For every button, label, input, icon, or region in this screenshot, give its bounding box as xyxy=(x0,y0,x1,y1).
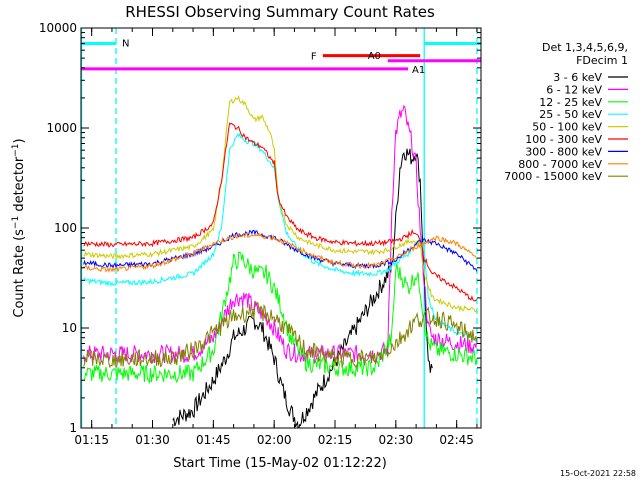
y-tick-label: 100 xyxy=(54,221,77,235)
y-axis-label: Count Rate (s−1 detector−1) xyxy=(11,138,27,317)
generation-timestamp: 15-Oct-2021 22:58 xyxy=(560,469,636,478)
legend-entry-label: 7000 - 15000 keV xyxy=(504,170,602,183)
series-line xyxy=(83,229,478,272)
series-line xyxy=(83,232,478,273)
y-axis-label-part3: ) xyxy=(12,138,27,143)
y-tick-label: 10000 xyxy=(39,21,77,35)
y-axis-label-part2: detector xyxy=(12,156,27,216)
series-line xyxy=(83,132,478,344)
series-line xyxy=(83,251,478,385)
legend-entry-label: 300 - 800 keV xyxy=(525,145,602,158)
x-tick-label: 02:45 xyxy=(439,433,474,447)
legend-entry-label: 3 - 6 keV xyxy=(553,71,602,84)
series-line xyxy=(83,122,477,302)
overlay-label: A0 xyxy=(368,51,381,62)
x-axis-label: Start Time (15-May-02 01:12:22) xyxy=(173,456,387,471)
x-tick-label: 01:45 xyxy=(196,433,231,447)
legend-header-fdecim: FDecim 1 xyxy=(576,54,628,67)
legend-entry-label: 25 - 50 keV xyxy=(539,108,602,121)
y-axis-label-exponent: −1 xyxy=(11,216,21,229)
overlay-label: N xyxy=(122,38,129,49)
overlay-label: F xyxy=(311,52,317,63)
y-axis-label-exponent-2: −1 xyxy=(11,143,21,156)
legend-header-detectors: Det 1,3,4,5,6,9, xyxy=(542,41,628,54)
legend-entry-label: 12 - 25 keV xyxy=(539,96,602,109)
x-tick-label: 01:30 xyxy=(135,433,170,447)
series-line xyxy=(172,148,433,428)
series-line xyxy=(83,104,478,365)
overlay-label: A1 xyxy=(412,65,425,76)
chart-title: RHESSI Observing Summary Count Rates xyxy=(125,3,435,21)
x-tick-label: 02:00 xyxy=(257,433,292,447)
legend-entry-label: 100 - 300 keV xyxy=(525,133,602,146)
legend-entry-label: 800 - 7000 keV xyxy=(518,158,602,171)
y-tick-label: 1 xyxy=(69,421,77,435)
y-axis-label-part1: Count Rate (s xyxy=(12,229,27,318)
x-tick-label: 02:30 xyxy=(379,433,414,447)
legend-entry-label: 50 - 100 keV xyxy=(532,121,602,134)
y-tick-label: 1000 xyxy=(46,121,77,135)
series-line xyxy=(83,94,478,313)
series-line xyxy=(83,301,478,369)
x-tick-label: 01:15 xyxy=(74,433,109,447)
legend-entry-label: 6 - 12 keV xyxy=(546,83,602,96)
x-tick-label: 02:15 xyxy=(318,433,353,447)
y-tick-label: 10 xyxy=(62,321,77,335)
